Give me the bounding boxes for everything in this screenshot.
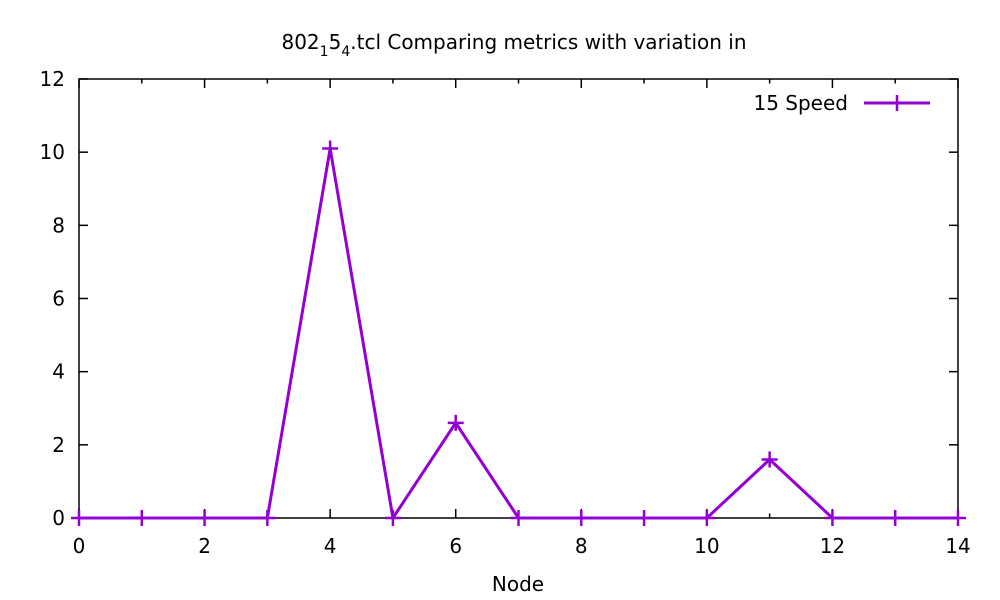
y-tick-label: 6 (52, 287, 65, 311)
y-tick-label: 0 (52, 506, 65, 530)
x-tick-label: 8 (575, 534, 588, 558)
data-point (384, 510, 401, 526)
x-tick-label: 2 (198, 534, 211, 558)
y-tick-label: 8 (52, 213, 65, 237)
legend: 15 Speed (753, 91, 930, 115)
data-point (510, 510, 527, 526)
data-point (196, 510, 213, 526)
data-point (761, 451, 778, 468)
x-tick-label: 6 (449, 534, 462, 558)
y-tick-label: 2 (52, 433, 65, 457)
axis-tick-labels: 0 2 4 6 8 10 12 14 0 2 4 6 8 10 12 (40, 67, 971, 558)
y-tick-label: 12 (40, 67, 65, 91)
y-tick-label: 10 (40, 140, 65, 164)
data-point (824, 510, 841, 526)
x-tick-label: 12 (820, 534, 845, 558)
x-axis-title: Node (492, 572, 544, 596)
data-point (573, 510, 590, 526)
data-point (447, 414, 464, 431)
x-tick-label: 4 (324, 534, 337, 558)
data-point (698, 510, 715, 526)
data-point (259, 510, 276, 526)
plot-frame (78, 78, 959, 519)
data-point (887, 510, 904, 526)
x-tick-label: 0 (73, 534, 86, 558)
series-layer (71, 140, 966, 526)
data-point (636, 510, 653, 526)
y-tick-label: 4 (52, 360, 65, 384)
legend-marker (889, 95, 905, 111)
x-tick-label: 14 (945, 534, 970, 558)
data-point (133, 510, 150, 526)
axis-ticks (78, 78, 959, 519)
data-point (71, 510, 87, 526)
data-point (950, 510, 966, 526)
x-tick-label: 10 (694, 534, 719, 558)
legend-label: 15 Speed (753, 91, 848, 115)
chart-title: 802154.tcl Comparing metrics with variat… (281, 30, 746, 60)
series-line (79, 148, 958, 522)
data-point (322, 140, 339, 157)
